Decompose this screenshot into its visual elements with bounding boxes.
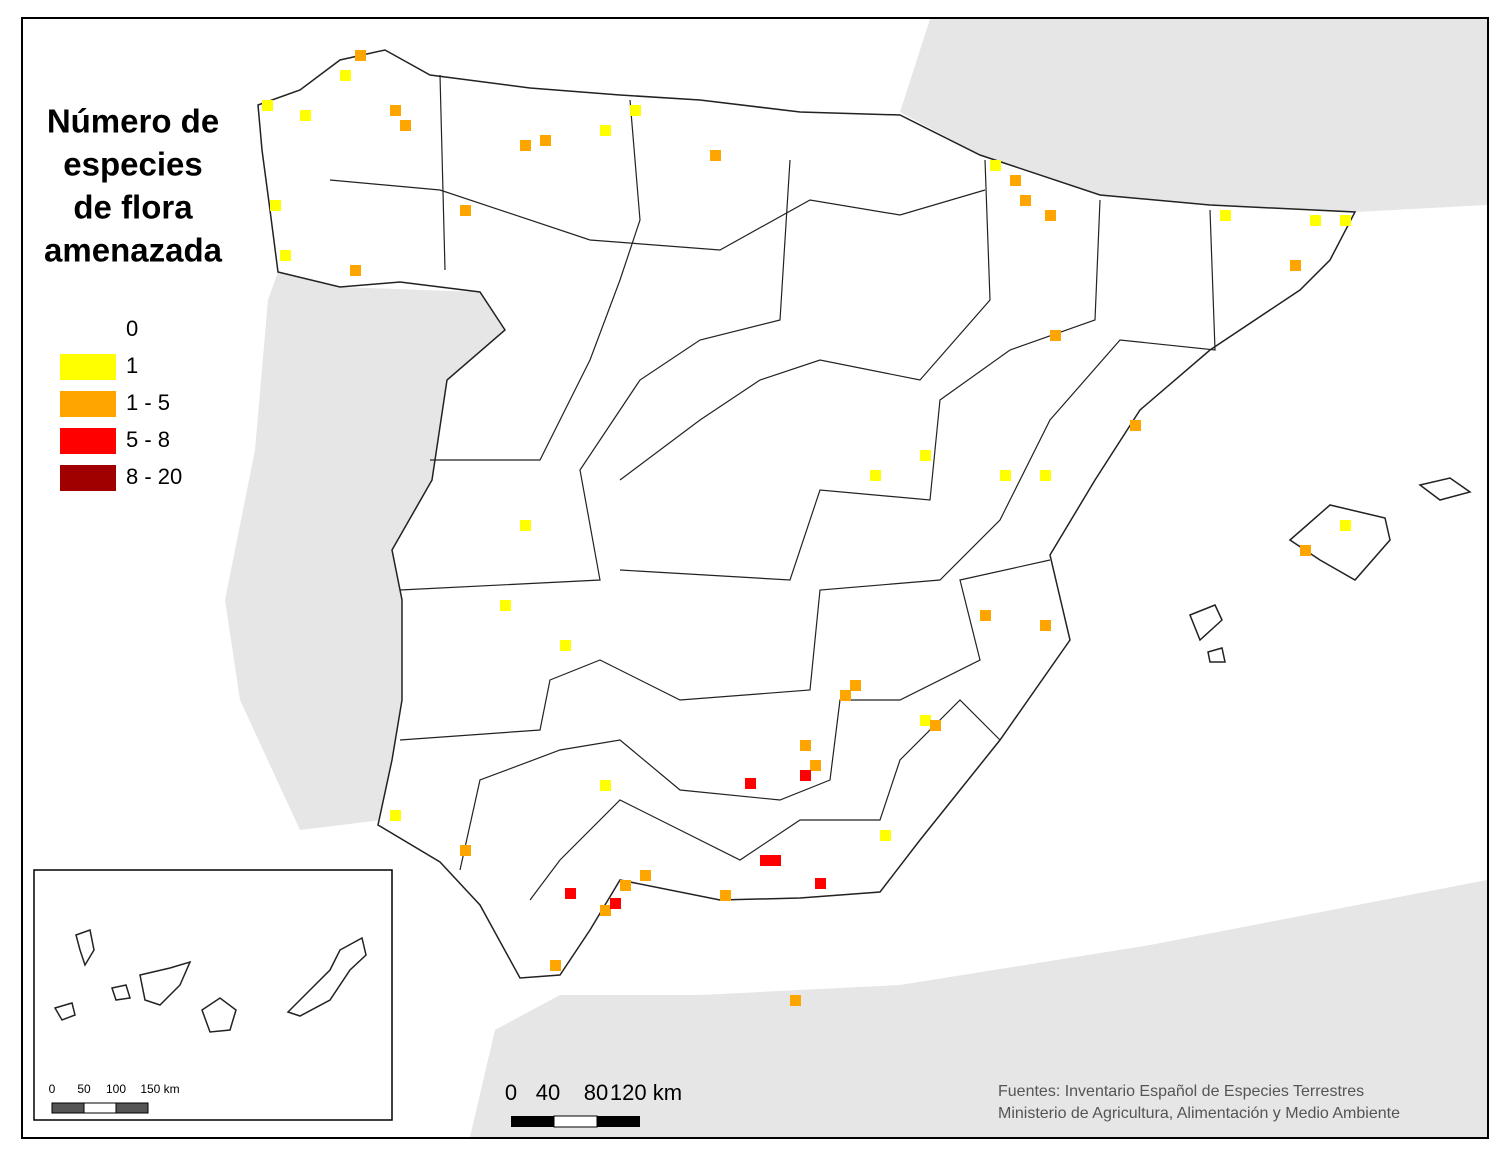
source-line: Fuentes: Inventario Español de Especies … xyxy=(998,1083,1364,1100)
grid-cell xyxy=(1340,215,1351,226)
title-line: amenazada xyxy=(44,232,223,269)
legend-swatch xyxy=(60,428,116,454)
grid-cell xyxy=(1040,620,1051,631)
grid-cell xyxy=(980,610,991,621)
legend-label: 8 - 20 xyxy=(126,464,182,489)
grid-cell xyxy=(760,855,771,866)
legend-label: 0 xyxy=(126,316,138,341)
grid-cell xyxy=(710,150,721,161)
grid-cell xyxy=(1130,420,1141,431)
grid-cell xyxy=(550,960,561,971)
france xyxy=(900,19,1487,212)
grid-cell xyxy=(880,830,891,841)
grid-cell xyxy=(1040,470,1051,481)
grid-cell xyxy=(1340,520,1351,531)
canary-islands xyxy=(53,929,367,1033)
grid-cell xyxy=(600,780,611,791)
grid-cell xyxy=(640,870,651,881)
legend-label: 1 - 5 xyxy=(126,390,170,415)
grid-cell xyxy=(800,770,811,781)
grid-cell xyxy=(920,715,931,726)
legend-label: 1 xyxy=(126,353,138,378)
grid-cell xyxy=(810,760,821,771)
scale-label: 80 xyxy=(584,1080,608,1105)
africa xyxy=(470,880,1487,1137)
grid-cell xyxy=(300,110,311,121)
grid-cell xyxy=(790,995,801,1006)
legend: 0 1 1 - 5 5 - 8 8 - 20 xyxy=(60,316,182,491)
spain xyxy=(257,49,1357,979)
legend-swatch xyxy=(60,391,116,417)
grid-cell xyxy=(1220,210,1231,221)
grid-cell xyxy=(770,855,781,866)
title-line: Número de xyxy=(47,103,219,140)
grid-cell xyxy=(270,200,281,211)
scale-bar xyxy=(511,1115,640,1128)
balearic-islands xyxy=(1189,477,1472,663)
grid-cell xyxy=(610,898,621,909)
grid-cell xyxy=(355,50,366,61)
grid-cell xyxy=(720,890,731,901)
grid-cell xyxy=(600,125,611,136)
inset-scale-label: 100 xyxy=(106,1082,126,1096)
grid-cell xyxy=(600,905,611,916)
grid-cell xyxy=(630,105,641,116)
grid-cell xyxy=(990,160,1001,171)
grid-cell xyxy=(280,250,291,261)
grid-cell xyxy=(460,205,471,216)
grid-cell xyxy=(870,470,881,481)
grid-cell xyxy=(930,720,941,731)
grid-cell xyxy=(460,845,471,856)
grid-cell xyxy=(620,880,631,891)
grid-cell xyxy=(800,740,811,751)
grid-cell xyxy=(400,120,411,131)
grid-cell xyxy=(340,70,351,81)
grid-cell xyxy=(390,810,401,821)
grid-cell xyxy=(565,888,576,899)
grid-cell xyxy=(1290,260,1301,271)
grid-cell xyxy=(560,640,571,651)
legend-swatch xyxy=(60,465,116,491)
grid-cell xyxy=(1300,545,1311,556)
grid-cell xyxy=(1045,210,1056,221)
title-line: de flora xyxy=(73,189,193,226)
inset-scale-bar xyxy=(51,1102,149,1114)
grid-cell xyxy=(1000,470,1011,481)
grid-cell xyxy=(920,450,931,461)
grid-cell xyxy=(500,600,511,611)
grid-cell xyxy=(390,105,401,116)
grid-cell xyxy=(540,135,551,146)
grid-cell xyxy=(520,140,531,151)
inset-scale-label: 50 xyxy=(77,1082,91,1096)
legend-swatch xyxy=(60,354,116,380)
grid-cell xyxy=(1020,195,1031,206)
grid-cell xyxy=(520,520,531,531)
scale-label: 120 km xyxy=(610,1080,682,1105)
legend-label: 5 - 8 xyxy=(126,427,170,452)
portugal xyxy=(225,272,505,830)
inset-scale-label: 0 xyxy=(49,1082,56,1096)
grid-cell xyxy=(850,680,861,691)
grid-cell xyxy=(1050,330,1061,341)
grid-cell xyxy=(745,778,756,789)
grid-cell xyxy=(840,690,851,701)
province-borders xyxy=(329,74,1216,901)
grid-cell xyxy=(815,878,826,889)
grid-cell xyxy=(1010,175,1021,186)
grid-cell xyxy=(262,100,273,111)
scale-label: 40 xyxy=(536,1080,560,1105)
scale-label: 0 xyxy=(505,1080,517,1105)
inset-scale-label: 150 km xyxy=(140,1082,179,1096)
grid-cell xyxy=(350,265,361,276)
source-line: Ministerio de Agricultura, Alimentación … xyxy=(998,1105,1400,1122)
grid-cell xyxy=(1310,215,1321,226)
title-line: especies xyxy=(63,146,202,183)
